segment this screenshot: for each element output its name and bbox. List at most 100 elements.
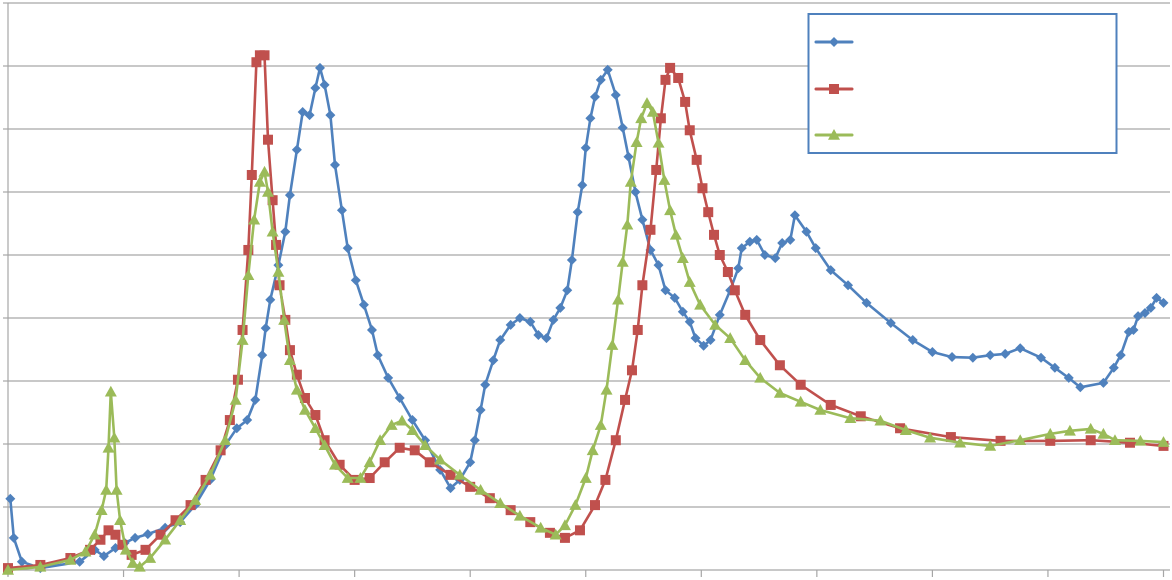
diamond-marker: [407, 415, 418, 426]
square-marker: [259, 50, 270, 61]
triangle-marker: [814, 403, 827, 415]
diamond-marker: [366, 324, 377, 335]
triangle-marker: [754, 371, 767, 383]
diamond-marker: [1158, 297, 1169, 308]
diamond-marker: [907, 335, 918, 346]
diamond-marker: [770, 253, 781, 264]
triangle-marker: [579, 472, 592, 483]
square-marker: [709, 229, 720, 240]
triangle-marker: [102, 441, 115, 453]
diamond-marker: [319, 79, 330, 90]
square-marker: [291, 369, 302, 380]
diamond-marker: [533, 330, 544, 341]
triangle-marker: [606, 339, 619, 350]
diamond-marker: [5, 493, 16, 504]
diamond-marker: [480, 379, 491, 390]
diamond-marker: [825, 265, 836, 276]
diamond-marker: [541, 333, 552, 344]
diamond-marker: [777, 238, 788, 249]
diamond-marker: [927, 347, 938, 358]
diamond-marker: [623, 151, 634, 162]
triangle-marker: [114, 514, 127, 526]
square-marker: [379, 457, 390, 468]
square-marker: [774, 360, 785, 371]
square-marker: [117, 539, 128, 550]
triangle-marker: [1063, 424, 1076, 436]
diamond-marker: [548, 314, 559, 325]
triangle-marker: [621, 218, 634, 230]
triangle-marker: [652, 136, 665, 148]
diamond-marker: [514, 313, 525, 323]
square-marker: [126, 549, 137, 560]
diamond-marker: [242, 415, 253, 426]
triangle-marker: [266, 225, 279, 237]
square-marker: [673, 72, 684, 83]
triangle-marker: [558, 519, 571, 531]
diamond-marker: [257, 350, 268, 361]
square-marker: [155, 529, 166, 540]
series-line: [7, 101, 1164, 572]
triangle-marker: [794, 395, 807, 407]
triangle-marker: [385, 419, 398, 430]
triangle-marker: [108, 431, 121, 443]
series-diamond: [5, 62, 1169, 574]
diamond-marker: [336, 205, 347, 216]
diamond-marker: [505, 319, 516, 330]
diamond-marker: [617, 122, 628, 133]
diamond-marker: [566, 255, 577, 266]
triangle-marker: [646, 105, 659, 117]
triangle-marker: [1157, 436, 1170, 447]
triangle-marker: [1097, 427, 1110, 439]
diamond-marker: [1145, 302, 1156, 313]
triangle-marker: [126, 557, 139, 568]
triangle-marker: [453, 468, 466, 480]
triangle-marker: [104, 385, 117, 397]
diamond-marker: [1098, 377, 1109, 388]
square-marker: [665, 62, 676, 73]
square-marker: [409, 445, 420, 456]
triangle-marker: [354, 472, 367, 483]
diamond-marker: [1108, 362, 1119, 373]
diamond-marker: [1151, 292, 1162, 303]
diamond-marker: [589, 91, 600, 102]
square-marker: [1085, 435, 1096, 446]
triangle-marker: [630, 136, 643, 148]
triangle-marker: [119, 543, 132, 555]
diamond-marker: [1049, 362, 1060, 373]
triangle-marker: [406, 424, 419, 435]
diamond-marker: [736, 243, 747, 254]
square-marker: [714, 250, 725, 260]
square-marker: [271, 239, 282, 250]
triangle-marker: [363, 456, 376, 468]
series-line: [9, 66, 1165, 570]
triangle-marker: [569, 499, 582, 510]
triangle-marker: [1134, 434, 1147, 446]
diamond-marker: [98, 551, 109, 562]
triangle-marker: [658, 174, 671, 185]
triangle-marker: [844, 412, 857, 423]
diamond-marker: [705, 335, 716, 346]
square-marker: [85, 544, 96, 555]
triangle-marker: [1108, 434, 1121, 446]
triangle-marker: [494, 497, 507, 509]
triangle-marker: [694, 298, 707, 310]
triangle-marker: [242, 269, 255, 280]
triangle-marker: [229, 393, 242, 405]
square-marker: [200, 474, 211, 485]
triangle-marker: [236, 334, 249, 345]
square-marker: [262, 134, 273, 145]
legend-box: [807, 13, 1118, 154]
triangle-marker: [773, 386, 786, 398]
triangle-marker: [278, 313, 291, 325]
triangle-marker: [34, 560, 47, 572]
square-marker: [995, 435, 1006, 446]
triangle-marker: [174, 514, 187, 526]
square-marker: [170, 515, 181, 526]
square-marker: [660, 74, 671, 85]
square-marker: [651, 164, 662, 175]
triangle-marker: [624, 175, 637, 187]
diamond-marker: [759, 250, 770, 260]
square-marker: [680, 96, 691, 107]
triangle-marker: [600, 383, 613, 395]
triangle-marker: [374, 434, 387, 446]
